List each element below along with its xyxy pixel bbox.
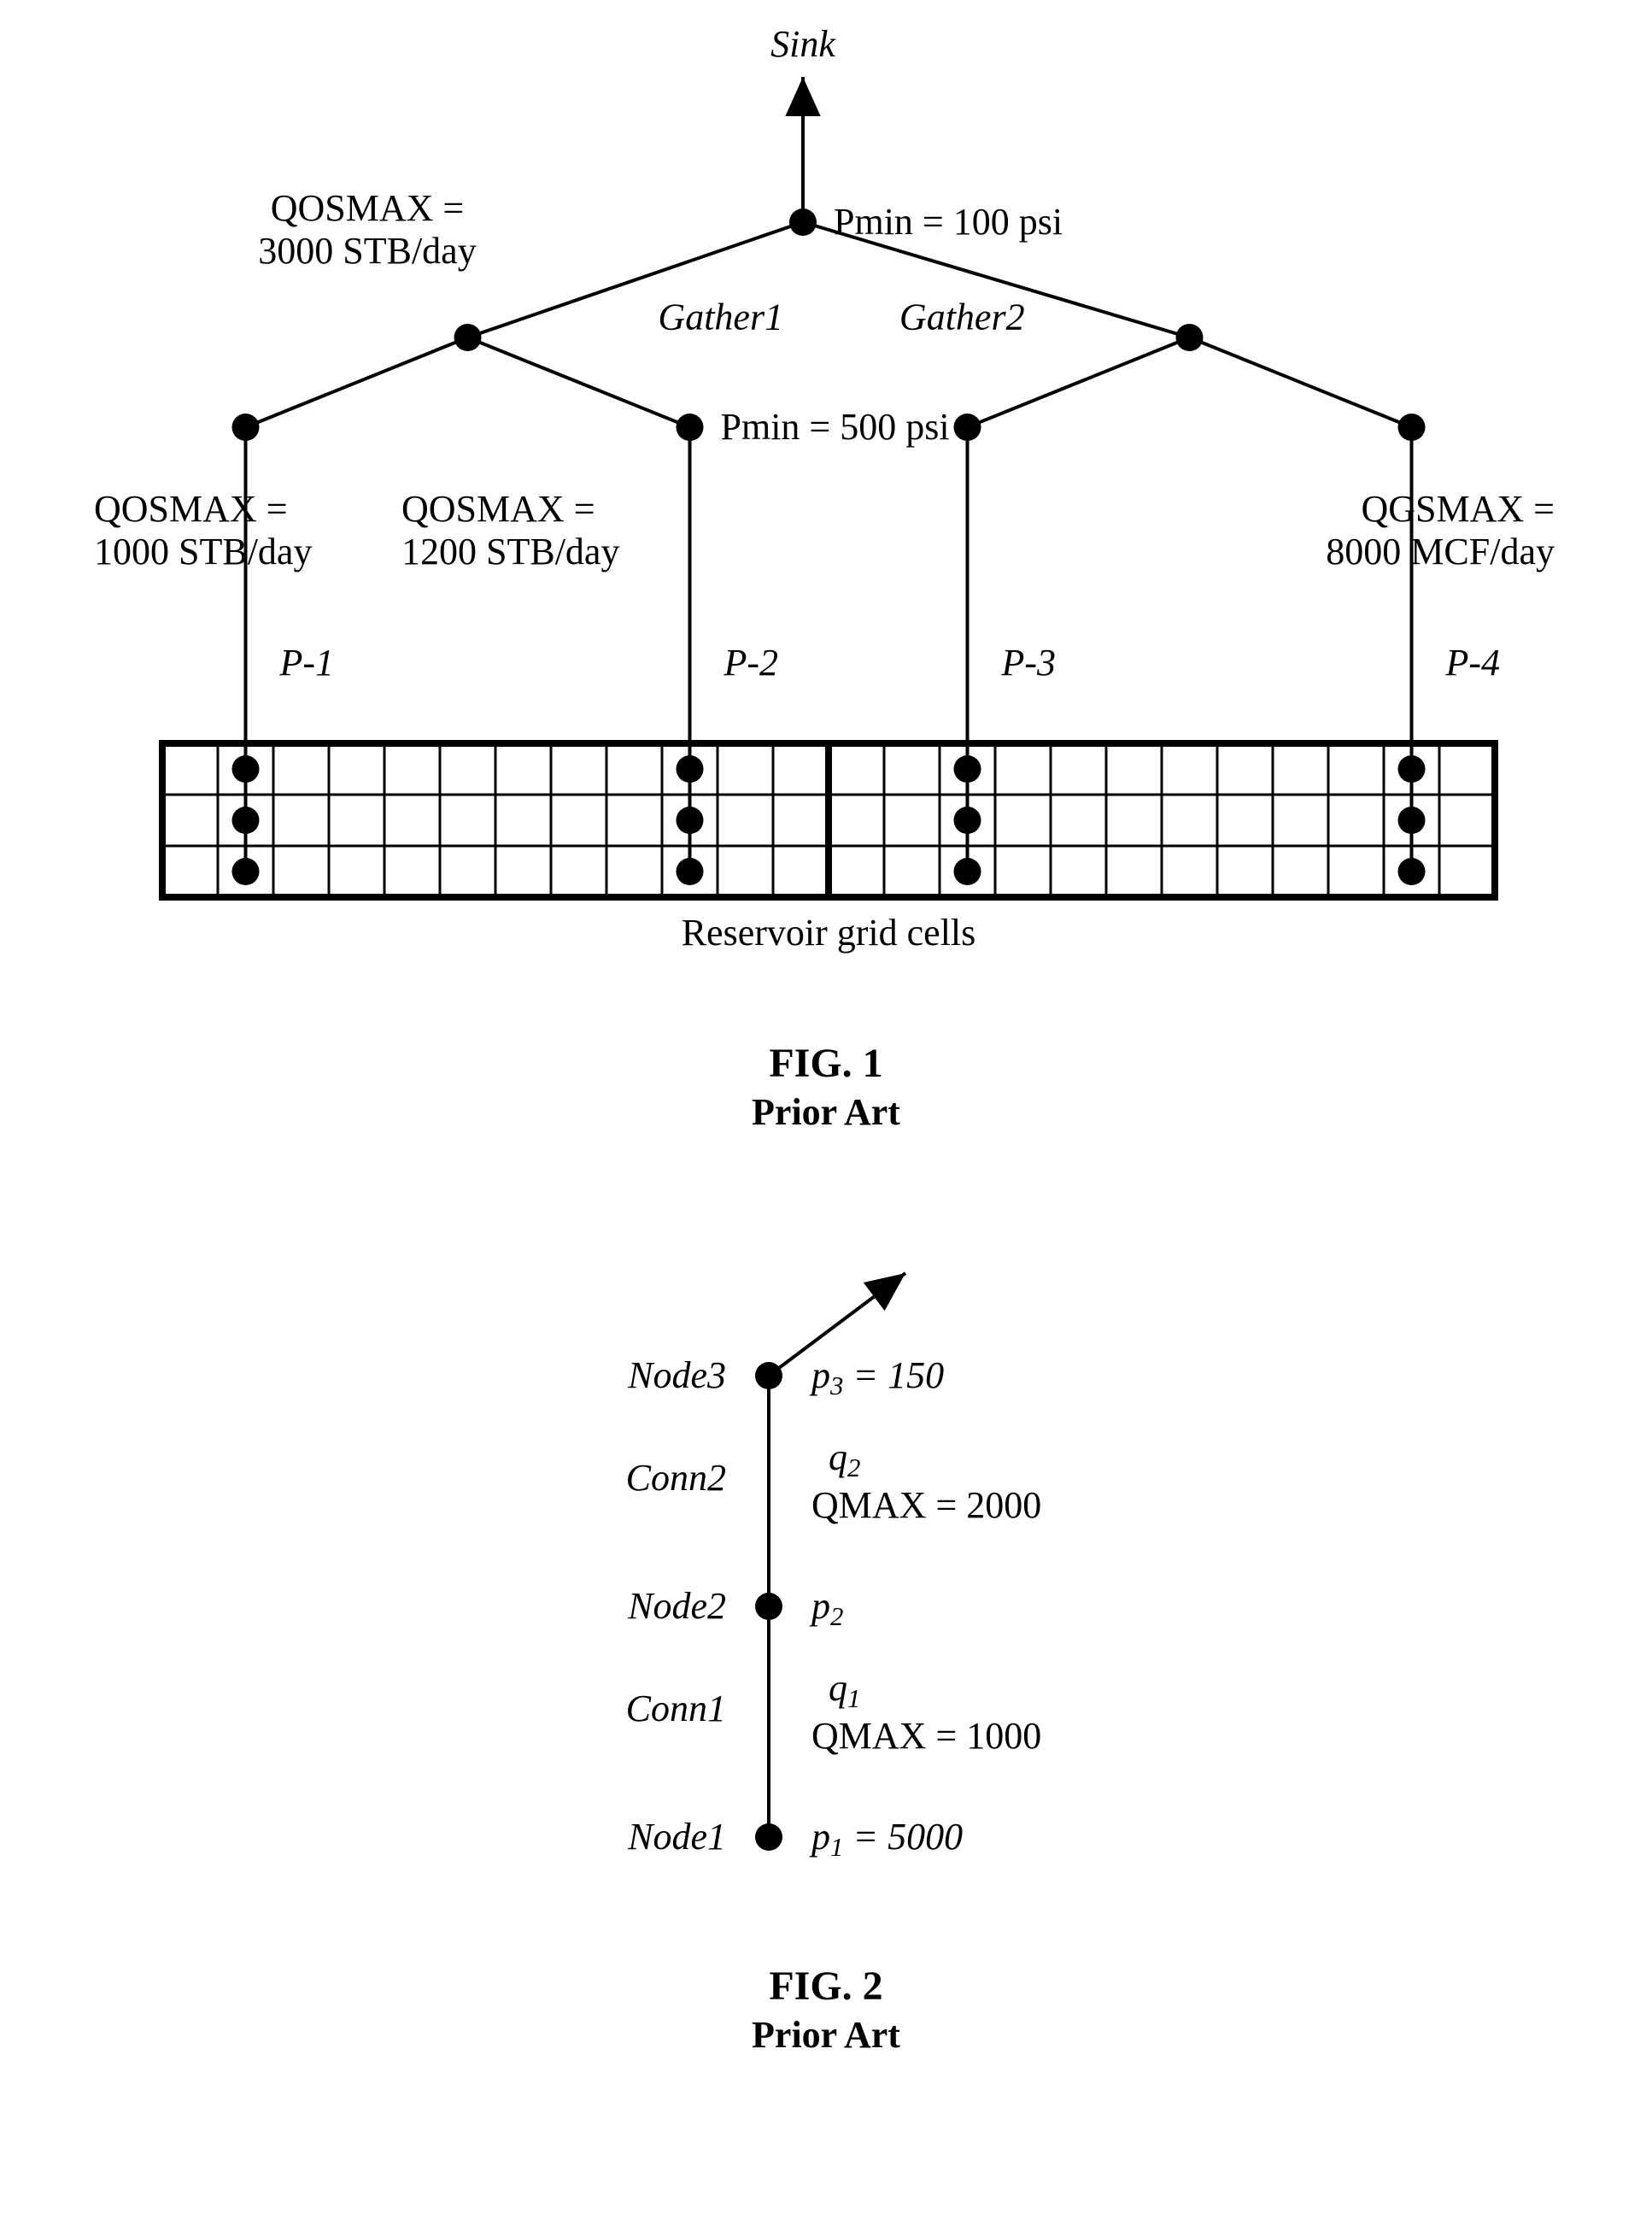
fig2-arrowhead [864, 1273, 905, 1311]
fig2-node3 [755, 1362, 782, 1389]
fig2-conn1-qmax: QMAX = 1000 [811, 1715, 1041, 1757]
fig2-conn1-left: Conn1 [626, 1688, 726, 1729]
fig2-node2-right: p2 [809, 1585, 843, 1631]
fig1-edge-g2-p4 [1190, 338, 1412, 427]
fig1-gather1-label: Gather1 [658, 296, 783, 338]
fig2-node1-left: Node1 [627, 1816, 726, 1858]
fig1-mid-p3 [954, 414, 981, 441]
fig2-node2 [755, 1593, 782, 1620]
fig1-qgsmax-p4-l2: 8000 MCF/day [1326, 531, 1555, 572]
fig2-node2-left: Node2 [627, 1585, 726, 1627]
fig1-top-node [789, 208, 817, 236]
fig1-perf-p1-r2 [232, 858, 260, 885]
fig2-caption-title: FIG. 2 [769, 1964, 882, 2009]
fig1-edge-g2-p3 [968, 338, 1190, 427]
fig1-qosmax-p2-l1: QOSMAX = [401, 488, 595, 530]
fig1-perf-p1-r1 [232, 807, 260, 834]
fig1-qosmax-p1-l2: 1000 STB/day [94, 531, 312, 572]
fig2-conn1-q: q1 [829, 1667, 860, 1713]
fig1-gather2-node [1176, 324, 1204, 351]
fig1-perf-p2-r2 [677, 858, 704, 885]
fig1-perf-p4-r2 [1398, 858, 1426, 885]
fig2-node1-right: p1 = 5000 [809, 1816, 963, 1862]
fig1-perf-p3-r0 [954, 755, 981, 783]
fig2-node3-right: p3 = 150 [809, 1354, 944, 1400]
fig1-p2-label: P-2 [723, 642, 779, 684]
fig1-qosmax-p2-l2: 1200 STB/day [401, 531, 619, 572]
fig1-mid-p4 [1398, 414, 1426, 441]
fig2-caption-sub: Prior Art [752, 2014, 900, 2056]
fig1-perf-p4-r1 [1398, 807, 1426, 834]
fig1-mid-p1 [232, 414, 260, 441]
fig1-perf-p3-r2 [954, 858, 981, 885]
fig1-caption-title: FIG. 1 [769, 1041, 882, 1086]
fig2-node1 [755, 1823, 782, 1851]
fig1-qgsmax-p4-l1: QGSMAX = [1361, 488, 1555, 530]
fig1-qosmax-top-l2: 3000 STB/day [258, 230, 476, 272]
fig2-conn2-q: q2 [829, 1436, 860, 1482]
fig1-gather1-node [454, 324, 482, 351]
fig1-perf-p1-r0 [232, 755, 260, 783]
fig1-perf-p2-r1 [677, 807, 704, 834]
fig1-perf-p4-r0 [1398, 755, 1426, 783]
fig1-grid-caption: Reservoir grid cells [682, 912, 976, 954]
fig1-perf-p3-r1 [954, 807, 981, 834]
fig2-conn2-qmax: QMAX = 2000 [811, 1484, 1041, 1526]
fig1-perf-p2-r0 [677, 755, 704, 783]
fig1-gather2-label: Gather2 [899, 296, 1025, 338]
fig1-sink-label: Sink [770, 23, 836, 65]
fig1-caption-sub: Prior Art [752, 1091, 900, 1133]
fig1-mid-p2 [677, 414, 704, 441]
fig2-node3-left: Node3 [627, 1354, 726, 1396]
fig2-conn2-left: Conn2 [626, 1457, 726, 1499]
fig1-edge-g1-p2 [468, 338, 690, 427]
fig1-qosmax-top-l1: QOSMAX = [271, 187, 465, 229]
fig1-p1-label: P-1 [279, 642, 335, 684]
fig1-qosmax-p1-l1: QOSMAX = [94, 488, 288, 530]
fig1-p4-label: P-4 [1445, 642, 1501, 684]
fig1-pmin-top: Pmin = 100 psi [834, 201, 1063, 243]
fig1-edge-g1-p1 [246, 338, 468, 427]
fig1-pmin-mid: Pmin = 500 psi [721, 406, 950, 448]
fig1-p3-label: P-3 [1001, 642, 1057, 684]
fig1-sink-arrowhead [785, 77, 820, 116]
